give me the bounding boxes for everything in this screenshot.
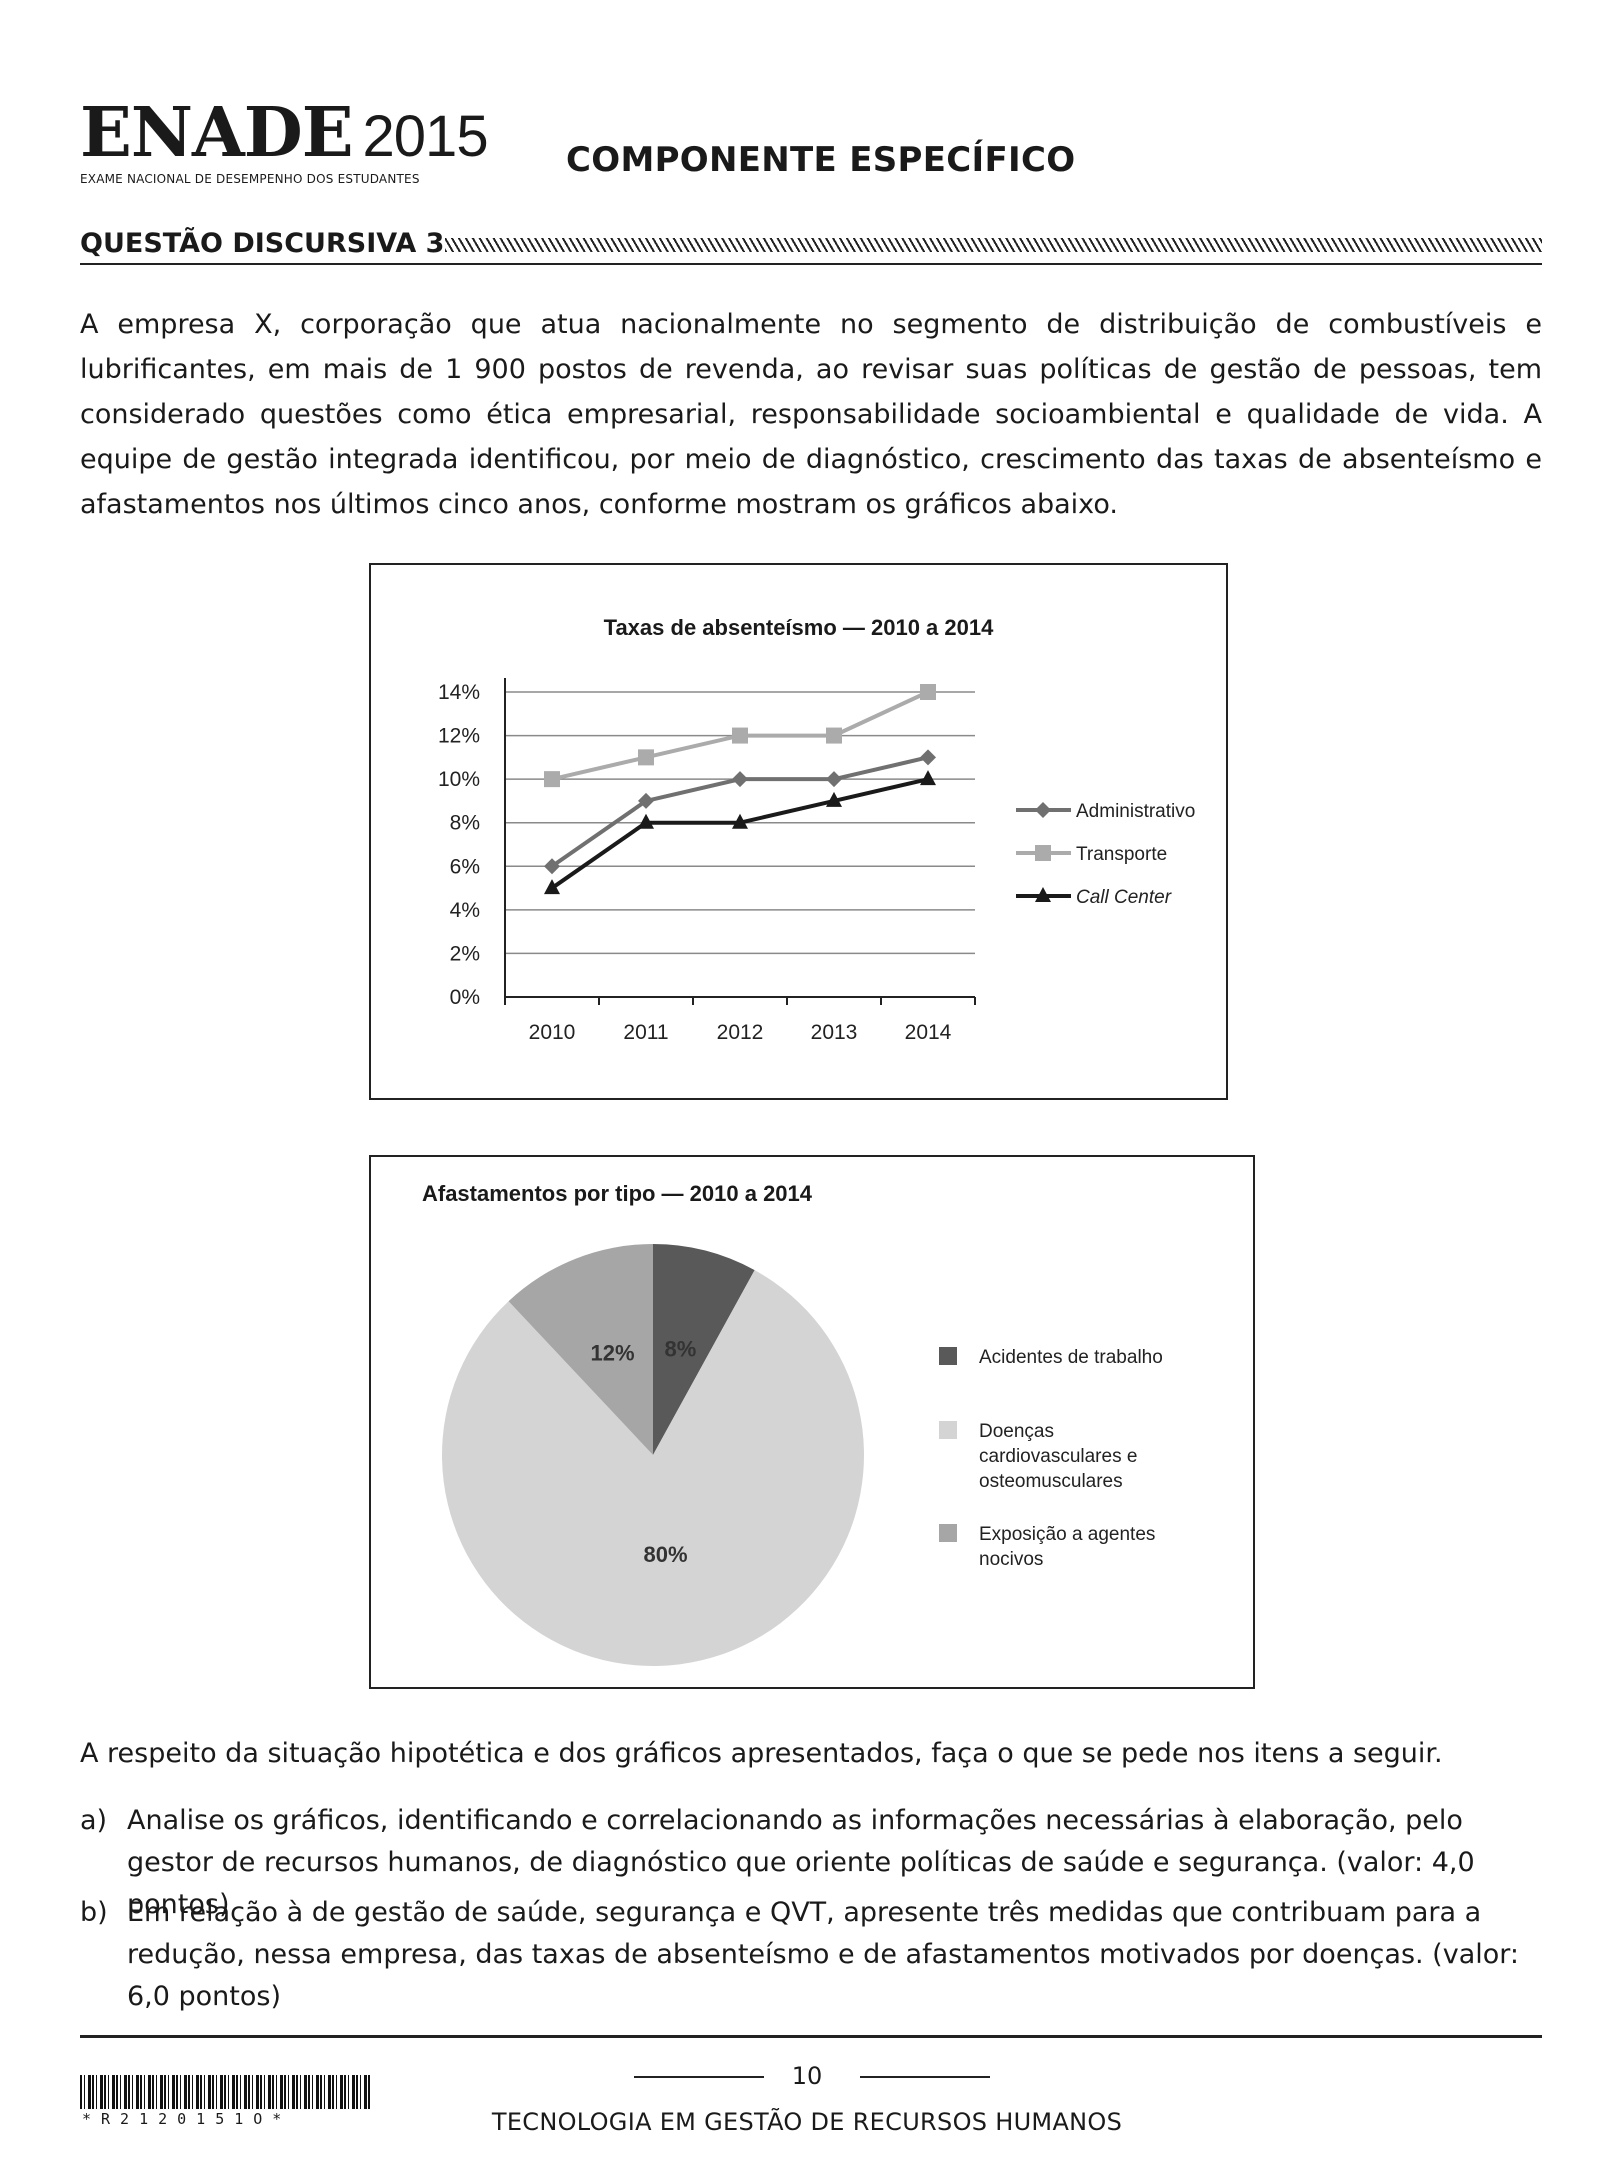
x-tick-label: 2013 xyxy=(811,1021,858,1044)
item-text: Em relação à de gestão de saúde, seguran… xyxy=(127,1897,1519,2012)
x-tick-label: 2014 xyxy=(905,1021,952,1044)
y-tick-label: 10% xyxy=(438,768,480,791)
legend-marker xyxy=(1035,802,1051,818)
data-point xyxy=(638,792,654,809)
footer-rule xyxy=(80,2035,1542,2038)
item-text: Analise os gráficos, identificando e cor… xyxy=(127,1805,1475,1920)
line-chart: 0% 2% 4% 6% 8% 10% 12% 14% 2010 2011 2012 2013 2014 A… xyxy=(438,678,1195,1044)
data-point xyxy=(638,749,654,766)
line-chart-box: Taxas de absenteísmo — 2010 a 2014 0% 2% 4… xyxy=(369,563,1228,1100)
slice-label: 12% xyxy=(590,1341,634,1366)
y-tick-label: 14% xyxy=(438,681,480,704)
header-rule xyxy=(80,263,1542,265)
data-point xyxy=(638,813,654,829)
x-tick-label: 2012 xyxy=(717,1021,764,1044)
slice-label: 8% xyxy=(664,1336,696,1361)
legend-label: Administrativo xyxy=(1076,801,1195,822)
pie-slice xyxy=(442,1270,865,1666)
data-point xyxy=(920,684,936,700)
legend-marker xyxy=(1035,845,1051,861)
component-title: COMPONENTE ESPECÍFICO xyxy=(566,140,1076,180)
legend-swatch xyxy=(939,1421,957,1439)
x-tick-label: 2010 xyxy=(529,1021,576,1044)
y-tick-label: 6% xyxy=(450,855,480,878)
legend-label: Call Center xyxy=(1076,887,1172,908)
pie-chart-box: Afastamentos por tipo — 2010 a 2014 8% 80… xyxy=(369,1155,1255,1689)
data-point xyxy=(732,771,748,788)
data-point xyxy=(920,749,936,766)
item-label: b) xyxy=(80,1897,108,1928)
data-point xyxy=(544,771,560,788)
logo-word: ENADE xyxy=(80,93,354,173)
course-name: TECNOLOGIA EM GESTÃO DE RECURSOS HUMANOS xyxy=(491,2108,1123,2136)
y-tick-label: 2% xyxy=(450,942,480,965)
x-tick-label: 2011 xyxy=(623,1021,668,1044)
question-title: QUESTÃO DISCURSIVA 3 xyxy=(80,228,445,259)
page-number-rule-left xyxy=(634,2076,764,2078)
data-point xyxy=(826,727,842,744)
question-intro: A empresa X, corporação que atua naciona… xyxy=(80,309,1542,520)
data-point xyxy=(544,858,560,875)
barcode-text: *R2120151O* xyxy=(82,2110,292,2128)
data-point xyxy=(826,771,842,788)
y-tick-label: 12% xyxy=(438,725,480,748)
hatch-decoration xyxy=(445,238,1542,252)
legend-label: Transporte xyxy=(1076,844,1167,865)
legend-label: cardiovasculares e xyxy=(979,1446,1137,1467)
series-line-call-center xyxy=(550,777,929,890)
logo-subtitle: EXAME NACIONAL DE DESEMPENHO DOS ESTUDAN… xyxy=(80,172,420,186)
pie-slice xyxy=(508,1244,653,1455)
y-tick-label: 4% xyxy=(450,899,480,922)
legend-label: Exposição a agentes xyxy=(979,1524,1155,1545)
y-tick-label: 8% xyxy=(450,812,480,835)
data-point xyxy=(732,727,748,744)
legend-marker xyxy=(1035,887,1051,902)
instruction-text: A respeito da situação hipotética e dos … xyxy=(80,1738,1443,1769)
data-point xyxy=(826,791,842,807)
enade-logo: ENADE 2015 EXAME NACIONAL DE DESEMPENHO D… xyxy=(80,99,489,186)
y-tick-label: 0% xyxy=(450,986,480,1009)
legend-swatch xyxy=(939,1347,957,1365)
page-number-rule-right xyxy=(860,2076,990,2078)
slice-label: 80% xyxy=(644,1542,688,1567)
legend-label: Doenças xyxy=(979,1421,1054,1442)
data-point xyxy=(544,879,560,895)
logo-title: ENADE 2015 xyxy=(80,99,489,170)
legend-swatch xyxy=(939,1524,957,1542)
data-point xyxy=(732,813,748,829)
question-header: QUESTÃO DISCURSIVA 3 xyxy=(80,228,1542,268)
legend-label: Acidentes de trabalho xyxy=(979,1347,1163,1368)
legend-label: nocivos xyxy=(979,1549,1043,1570)
pie-chart-title: Afastamentos por tipo — 2010 a 2014 xyxy=(421,1181,813,1206)
item-label: a) xyxy=(80,1805,108,1836)
data-point xyxy=(920,770,936,786)
page-number: 10 xyxy=(791,2062,823,2090)
line-chart-title: Taxas de absenteísmo — 2010 a 2014 xyxy=(603,615,994,640)
logo-year: 2015 xyxy=(362,104,489,169)
legend-label: osteomusculares xyxy=(979,1471,1123,1492)
barcode xyxy=(80,2075,370,2109)
pie-chart: 8% 80% 12% Acidentes de trabalho Doenças card… xyxy=(442,1244,1163,1666)
pie-slice xyxy=(653,1244,755,1455)
